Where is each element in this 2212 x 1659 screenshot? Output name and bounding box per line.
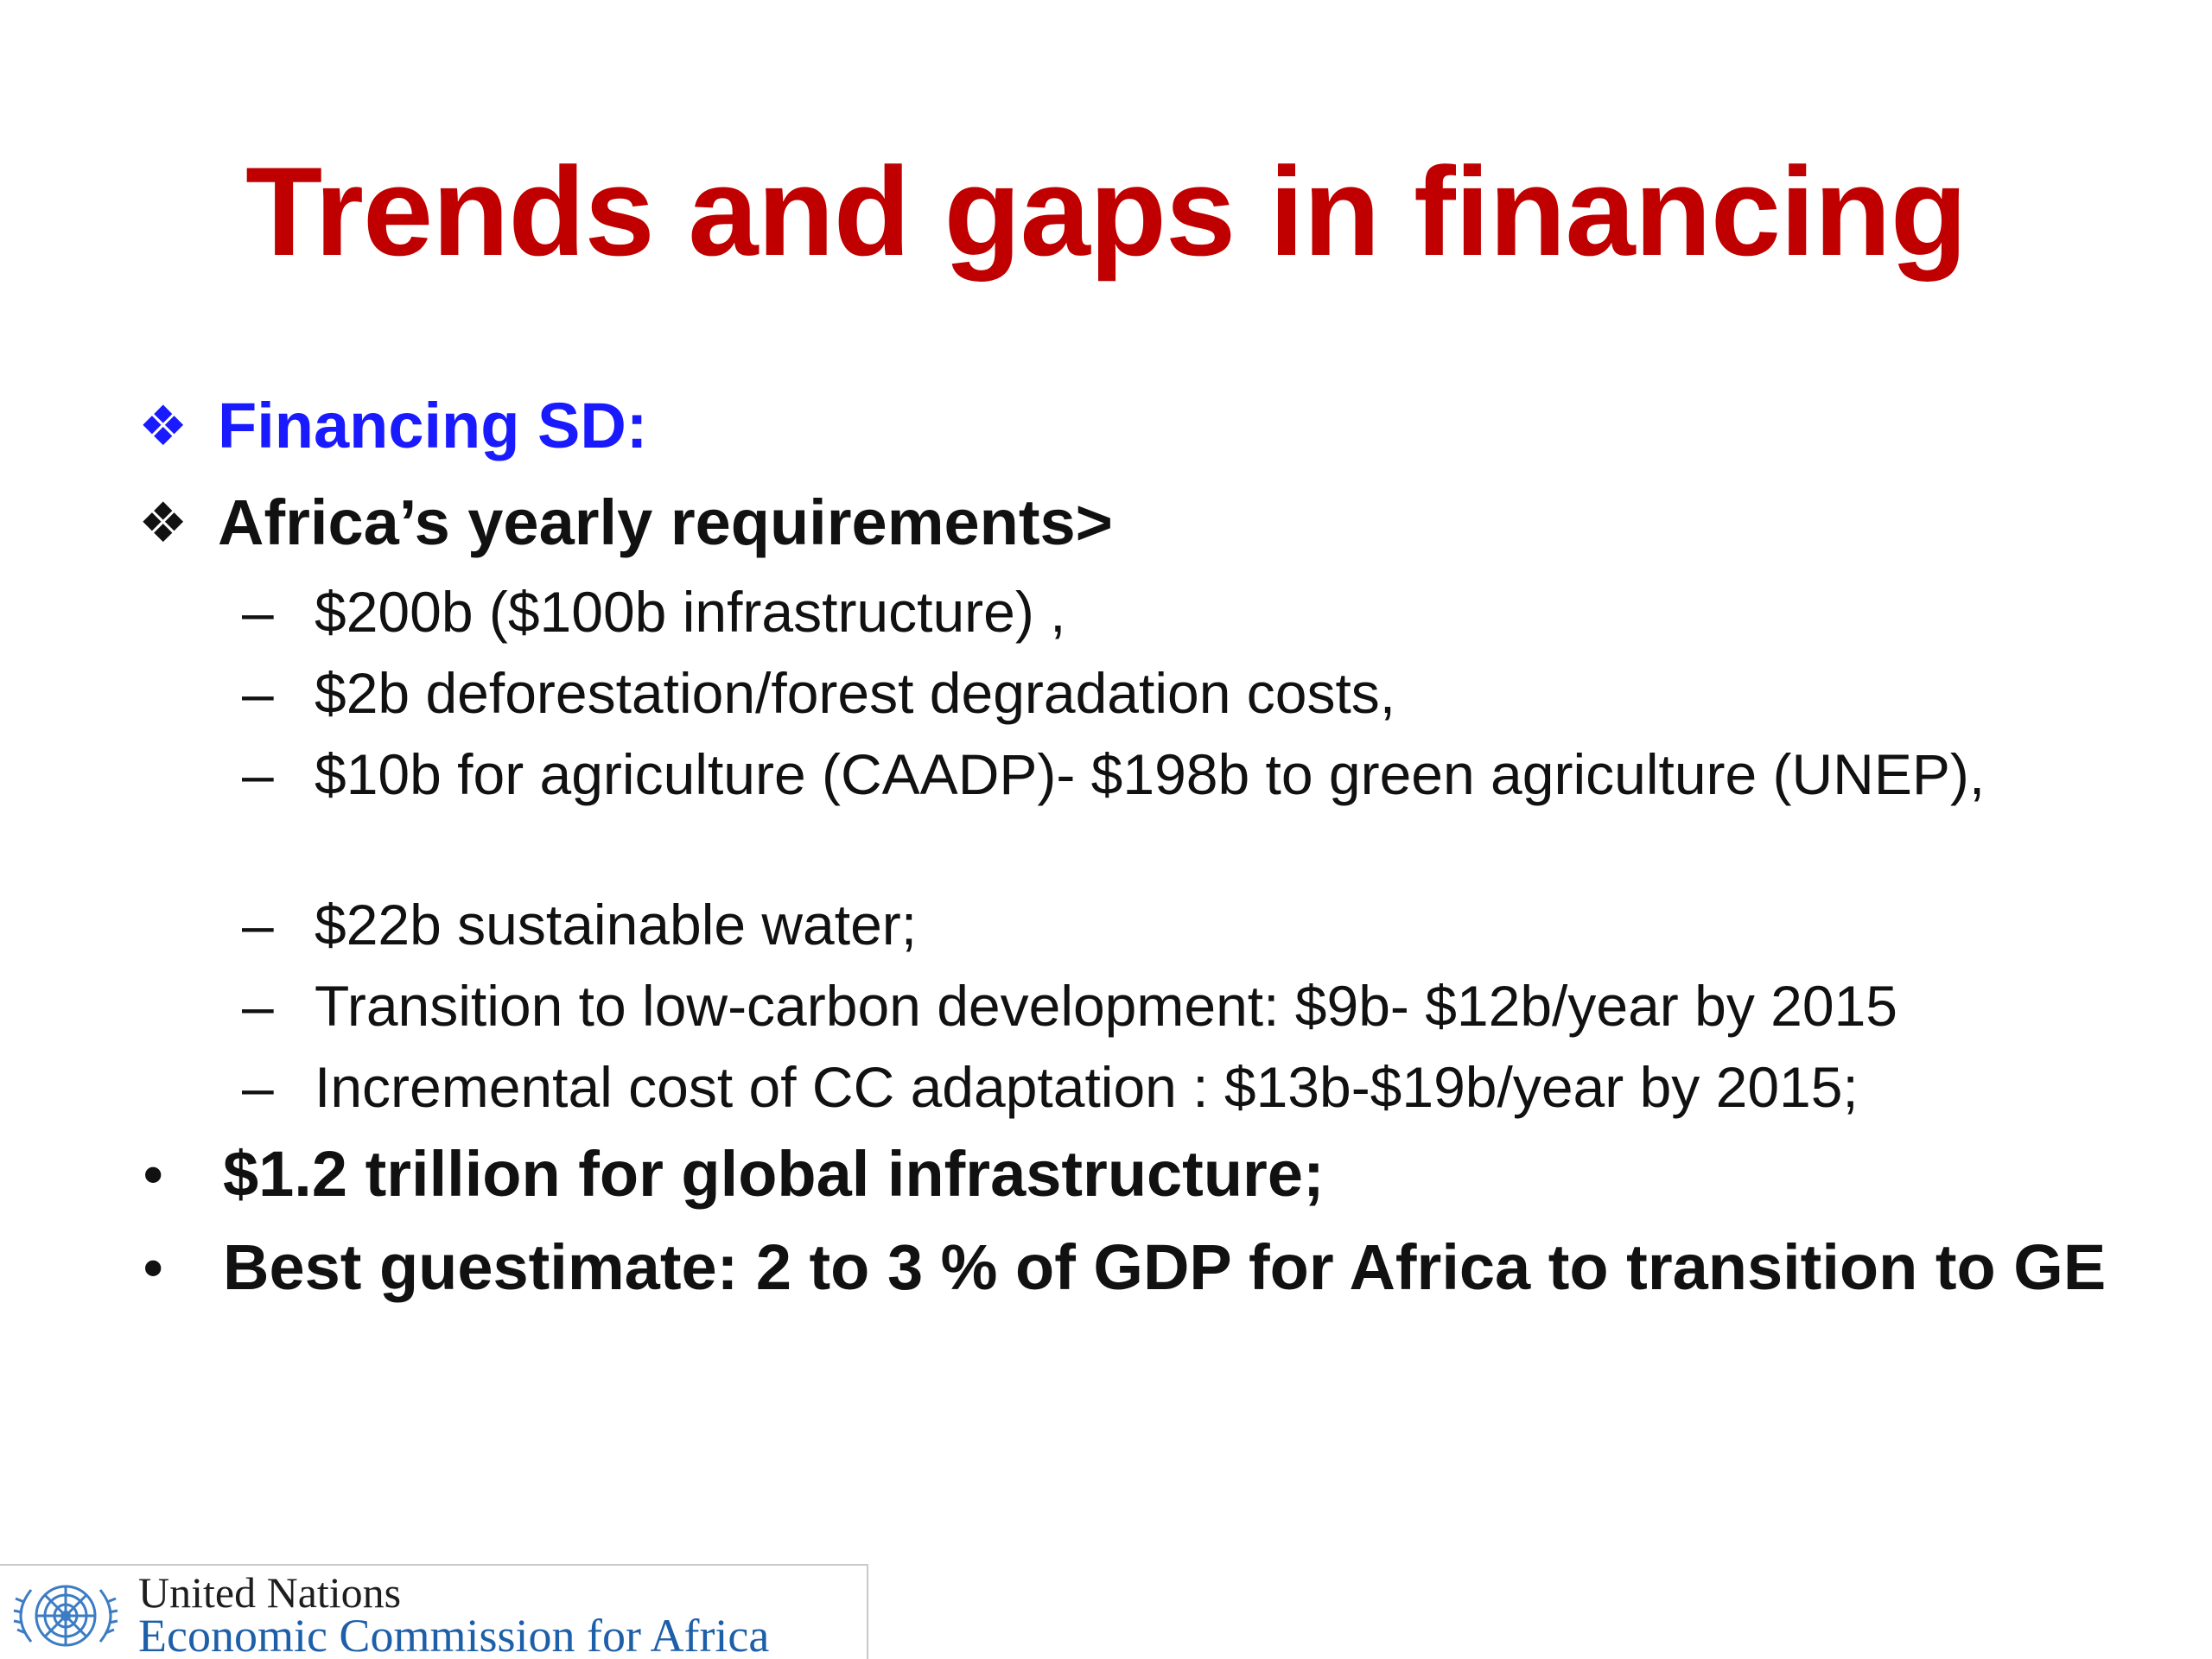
- bullet-text: Africa’s yearly requirements>: [218, 486, 1113, 558]
- bullet-text: Best guestimate: 2 to 3 % of GDP for Afr…: [223, 1231, 2107, 1303]
- dash-bullet-icon: –: [242, 580, 274, 644]
- uneca-logo: United Nations Economic Commission for A…: [0, 1564, 868, 1659]
- round-bullet-icon: •: [143, 1236, 163, 1299]
- org-name-line2: Economic Commission for Africa: [138, 1610, 770, 1659]
- dash-bullet-icon: –: [242, 893, 274, 957]
- diamond-bullet-icon: ❖: [138, 492, 188, 554]
- un-emblem-icon: [13, 1585, 118, 1647]
- round-bullet-icon: •: [143, 1143, 163, 1205]
- sub-item-text: $22b sustainable water;: [315, 893, 918, 957]
- sub-item: – $10b for agriculture (CAADP)- $198b to…: [242, 740, 2008, 809]
- bullet-financing-sd: ❖ Financing SD:: [138, 389, 647, 463]
- sub-item-text: $2b deforestation/forest degradation cos…: [315, 661, 1396, 725]
- bullet-text: $1.2 trillion for global infrastructure;: [223, 1138, 1325, 1210]
- diamond-bullet-icon: ❖: [138, 395, 188, 457]
- sub-item: – Transition to low-carbon development: …: [242, 971, 1897, 1040]
- dash-bullet-icon: –: [242, 974, 274, 1038]
- dash-bullet-icon: –: [242, 1055, 274, 1119]
- sub-item: – $2b deforestation/forest degradation c…: [242, 658, 1395, 728]
- sub-item: – $200b ($100b infrastructure) ,: [242, 577, 1066, 646]
- sub-item-text: Incremental cost of CC adaptation : $13b…: [315, 1055, 1859, 1119]
- sub-item-text: $200b ($100b infrastructure) ,: [315, 580, 1066, 644]
- slide-title: Trends and gaps in financing: [245, 141, 1967, 282]
- bullet-africa-requirements: ❖ Africa’s yearly requirements>: [138, 486, 1113, 560]
- sub-item: – $22b sustainable water;: [242, 890, 917, 959]
- sub-item-text: $10b for agriculture (CAADP)- $198b to g…: [315, 742, 1986, 806]
- dash-bullet-icon: –: [242, 661, 274, 725]
- bullet-best-guestimate: • Best guestimate: 2 to 3 % of GDP for A…: [138, 1230, 2115, 1305]
- sub-item: – Incremental cost of CC adaptation : $1…: [242, 1052, 1859, 1122]
- sub-item-text: Transition to low-carbon development: $9…: [315, 974, 1897, 1038]
- dash-bullet-icon: –: [242, 742, 274, 806]
- org-name-line1: United Nations: [138, 1568, 402, 1617]
- bullet-text: Financing SD:: [218, 390, 648, 461]
- bullet-global-infrastructure: • $1.2 trillion for global infrastructur…: [138, 1137, 1325, 1211]
